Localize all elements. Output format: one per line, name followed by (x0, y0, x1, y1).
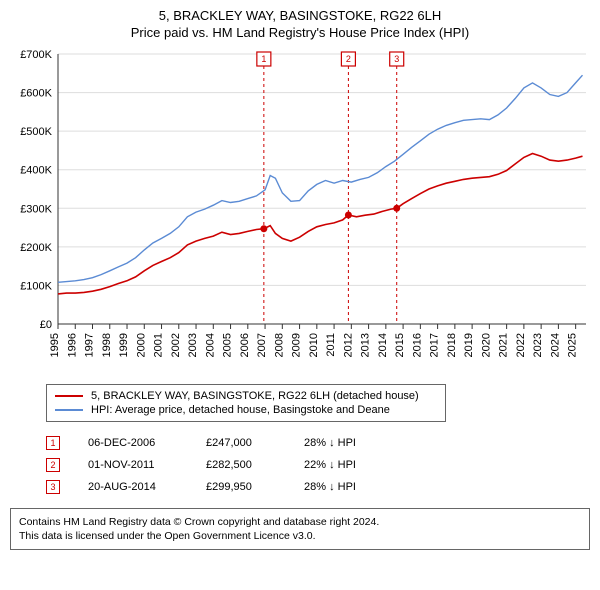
legend: 5, BRACKLEY WAY, BASINGSTOKE, RG22 6LH (… (46, 384, 446, 422)
svg-text:£300K: £300K (20, 203, 52, 215)
svg-text:1995: 1995 (49, 333, 61, 357)
svg-text:£100K: £100K (20, 280, 52, 292)
sales-row: 1 06-DEC-2006 £247,000 28% ↓ HPI (46, 432, 590, 454)
svg-text:2009: 2009 (291, 333, 303, 357)
svg-text:£600K: £600K (20, 88, 52, 100)
title-sub: Price paid vs. HM Land Registry's House … (10, 25, 590, 40)
svg-text:2024: 2024 (549, 333, 561, 357)
chart-svg: £0 £100K £200K £300K £400K £500K £600K £700K 199… (10, 46, 590, 376)
svg-text:1999: 1999 (118, 333, 130, 357)
svg-text:3: 3 (394, 54, 399, 64)
sale-price: £247,000 (206, 437, 276, 449)
svg-text:2: 2 (346, 54, 351, 64)
svg-text:2004: 2004 (204, 333, 216, 357)
svg-text:1997: 1997 (84, 333, 96, 357)
svg-text:2005: 2005 (222, 333, 234, 357)
svg-text:2006: 2006 (239, 333, 251, 357)
svg-text:2002: 2002 (170, 333, 182, 357)
svg-text:2015: 2015 (394, 333, 406, 357)
sale-marker-icon: 2 (46, 458, 60, 472)
legend-label: 5, BRACKLEY WAY, BASINGSTOKE, RG22 6LH (… (91, 390, 419, 402)
sale-diff: 22% ↓ HPI (304, 459, 394, 471)
svg-text:£400K: £400K (20, 165, 52, 177)
sale-date: 01-NOV-2011 (88, 459, 178, 471)
svg-text:2003: 2003 (187, 333, 199, 357)
chart-area: £0 £100K £200K £300K £400K £500K £600K £700K 199… (10, 46, 590, 376)
legend-row: HPI: Average price, detached house, Basi… (55, 403, 437, 417)
svg-text:2007: 2007 (256, 333, 268, 357)
svg-text:£700K: £700K (20, 49, 52, 61)
svg-text:2021: 2021 (498, 333, 510, 357)
svg-text:1998: 1998 (101, 333, 113, 357)
svg-text:1996: 1996 (66, 333, 78, 357)
svg-text:2001: 2001 (153, 333, 165, 357)
footer-line: This data is licensed under the Open Gov… (19, 529, 581, 543)
svg-text:2000: 2000 (135, 333, 147, 357)
sale-marker-icon: 1 (46, 436, 60, 450)
sale-date: 20-AUG-2014 (88, 481, 178, 493)
sales-row: 3 20-AUG-2014 £299,950 28% ↓ HPI (46, 476, 590, 498)
svg-text:2008: 2008 (273, 333, 285, 357)
footer-note: Contains HM Land Registry data © Crown c… (10, 508, 590, 550)
svg-text:2022: 2022 (515, 333, 527, 357)
sale-price: £282,500 (206, 459, 276, 471)
svg-text:2025: 2025 (567, 333, 579, 357)
footer-line: Contains HM Land Registry data © Crown c… (19, 515, 581, 529)
title-block: 5, BRACKLEY WAY, BASINGSTOKE, RG22 6LH P… (10, 8, 590, 40)
svg-text:2020: 2020 (480, 333, 492, 357)
svg-text:1: 1 (261, 54, 266, 64)
legend-swatch-property (55, 395, 83, 397)
sales-table: 1 06-DEC-2006 £247,000 28% ↓ HPI 2 01-NO… (46, 432, 590, 498)
title-main: 5, BRACKLEY WAY, BASINGSTOKE, RG22 6LH (10, 8, 590, 23)
svg-text:£500K: £500K (20, 126, 52, 138)
sale-marker-icon: 3 (46, 480, 60, 494)
legend-row: 5, BRACKLEY WAY, BASINGSTOKE, RG22 6LH (… (55, 389, 437, 403)
sale-date: 06-DEC-2006 (88, 437, 178, 449)
svg-text:£200K: £200K (20, 242, 52, 254)
svg-text:2018: 2018 (446, 333, 458, 357)
sale-diff: 28% ↓ HPI (304, 481, 394, 493)
svg-text:2010: 2010 (308, 333, 320, 357)
svg-text:2023: 2023 (532, 333, 544, 357)
sale-diff: 28% ↓ HPI (304, 437, 394, 449)
sale-price: £299,950 (206, 481, 276, 493)
legend-label: HPI: Average price, detached house, Basi… (91, 404, 390, 416)
svg-text:2019: 2019 (463, 333, 475, 357)
legend-swatch-hpi (55, 409, 83, 411)
svg-text:2016: 2016 (411, 333, 423, 357)
svg-text:2011: 2011 (325, 333, 337, 357)
svg-text:2013: 2013 (360, 333, 372, 357)
svg-text:£0: £0 (40, 319, 52, 331)
svg-text:2014: 2014 (377, 333, 389, 357)
chart-container: 5, BRACKLEY WAY, BASINGSTOKE, RG22 6LH P… (0, 0, 600, 560)
svg-text:2012: 2012 (342, 333, 354, 357)
svg-text:2017: 2017 (429, 333, 441, 357)
sales-row: 2 01-NOV-2011 £282,500 22% ↓ HPI (46, 454, 590, 476)
